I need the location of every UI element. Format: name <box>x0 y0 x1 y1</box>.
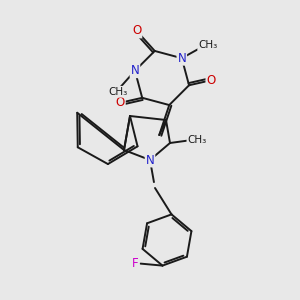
Text: O: O <box>206 74 216 87</box>
Text: F: F <box>132 257 139 270</box>
Text: CH₃: CH₃ <box>108 87 128 97</box>
Text: O: O <box>116 96 125 109</box>
Text: O: O <box>132 25 141 38</box>
Text: CH₃: CH₃ <box>188 135 207 145</box>
Text: N: N <box>130 64 139 77</box>
Text: CH₃: CH₃ <box>198 40 218 50</box>
Text: N: N <box>146 154 154 166</box>
Text: N: N <box>177 52 186 65</box>
